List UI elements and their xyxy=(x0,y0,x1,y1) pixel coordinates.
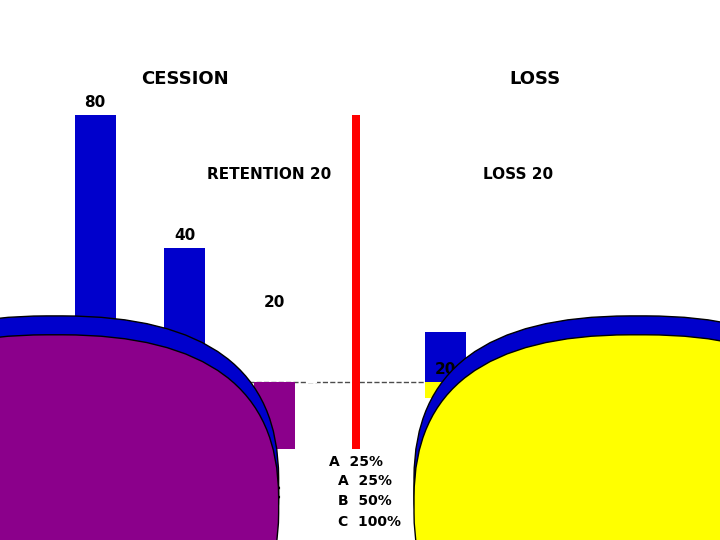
Text: A  25%: A 25% xyxy=(338,474,392,488)
Text: 40: 40 xyxy=(174,228,195,244)
Bar xyxy=(425,332,466,382)
Bar xyxy=(514,348,555,382)
Bar xyxy=(514,382,555,415)
Text: LOSS 20: LOSS 20 xyxy=(482,167,553,183)
Text: CESSION: CESSION xyxy=(141,70,228,88)
Text: RETENTION: RETENTION xyxy=(65,498,145,511)
Bar xyxy=(75,382,116,399)
Text: RETENTION 20: RETENTION 20 xyxy=(207,167,331,183)
Text: SURPLUS TREATY: SURPLUS TREATY xyxy=(14,17,231,37)
Text: SURPLUS: SURPLUS xyxy=(576,480,640,492)
Text: 20: 20 xyxy=(435,362,456,377)
Text: 20: 20 xyxy=(613,362,635,377)
Text: SURPLUS: SURPLUS xyxy=(65,480,129,492)
Text: RETENTION: RETENTION xyxy=(576,498,656,511)
Text: 20: 20 xyxy=(524,362,546,377)
Text: 20: 20 xyxy=(264,295,284,310)
Bar xyxy=(604,382,645,449)
Bar xyxy=(253,382,294,449)
Text: C  100%: C 100% xyxy=(338,515,402,529)
Text: LOSS: LOSS xyxy=(509,70,561,88)
Bar xyxy=(164,382,205,399)
Text: 80: 80 xyxy=(84,95,106,110)
Bar xyxy=(425,382,466,399)
Text: A  25%: A 25% xyxy=(329,455,383,469)
Bar xyxy=(351,382,361,449)
Bar xyxy=(351,115,361,382)
Bar xyxy=(164,248,205,382)
Bar xyxy=(75,115,116,382)
Text: B  50%: B 50% xyxy=(338,494,392,508)
